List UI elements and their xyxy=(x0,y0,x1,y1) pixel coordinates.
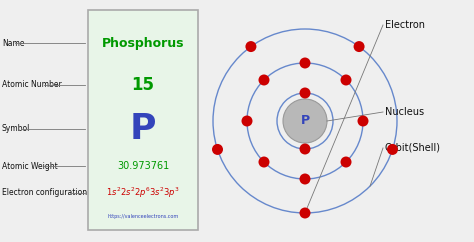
Text: https://valenceelectrons.com: https://valenceelectrons.com xyxy=(108,214,179,219)
Circle shape xyxy=(340,75,352,85)
Text: 30.973761: 30.973761 xyxy=(117,161,169,171)
Circle shape xyxy=(241,115,253,127)
Circle shape xyxy=(387,144,398,155)
Circle shape xyxy=(246,41,256,52)
Circle shape xyxy=(300,88,310,98)
Circle shape xyxy=(300,58,310,68)
Text: P: P xyxy=(130,112,156,146)
Circle shape xyxy=(258,75,270,85)
Circle shape xyxy=(300,174,310,184)
Circle shape xyxy=(357,115,368,127)
Text: 15: 15 xyxy=(131,76,155,94)
Circle shape xyxy=(340,157,352,167)
Circle shape xyxy=(354,41,365,52)
Circle shape xyxy=(258,157,270,167)
Text: Atomic Weight: Atomic Weight xyxy=(2,162,58,171)
Text: Atomic Number: Atomic Number xyxy=(2,80,62,89)
Text: Orbit(Shell): Orbit(Shell) xyxy=(385,143,441,153)
FancyBboxPatch shape xyxy=(88,10,198,230)
Circle shape xyxy=(300,144,310,154)
Circle shape xyxy=(283,99,327,143)
Text: Phosphorus: Phosphorus xyxy=(102,37,184,50)
Text: P: P xyxy=(301,114,310,128)
Text: Electron: Electron xyxy=(385,20,425,30)
Text: Nucleus: Nucleus xyxy=(385,107,424,117)
Text: Name: Name xyxy=(2,38,25,47)
Circle shape xyxy=(300,207,310,219)
Text: Symbol: Symbol xyxy=(2,124,30,133)
Text: $1s^22s^22p^63s^23p^3$: $1s^22s^22p^63s^23p^3$ xyxy=(106,185,180,200)
Text: Electron configuration: Electron configuration xyxy=(2,188,87,197)
Circle shape xyxy=(212,144,223,155)
